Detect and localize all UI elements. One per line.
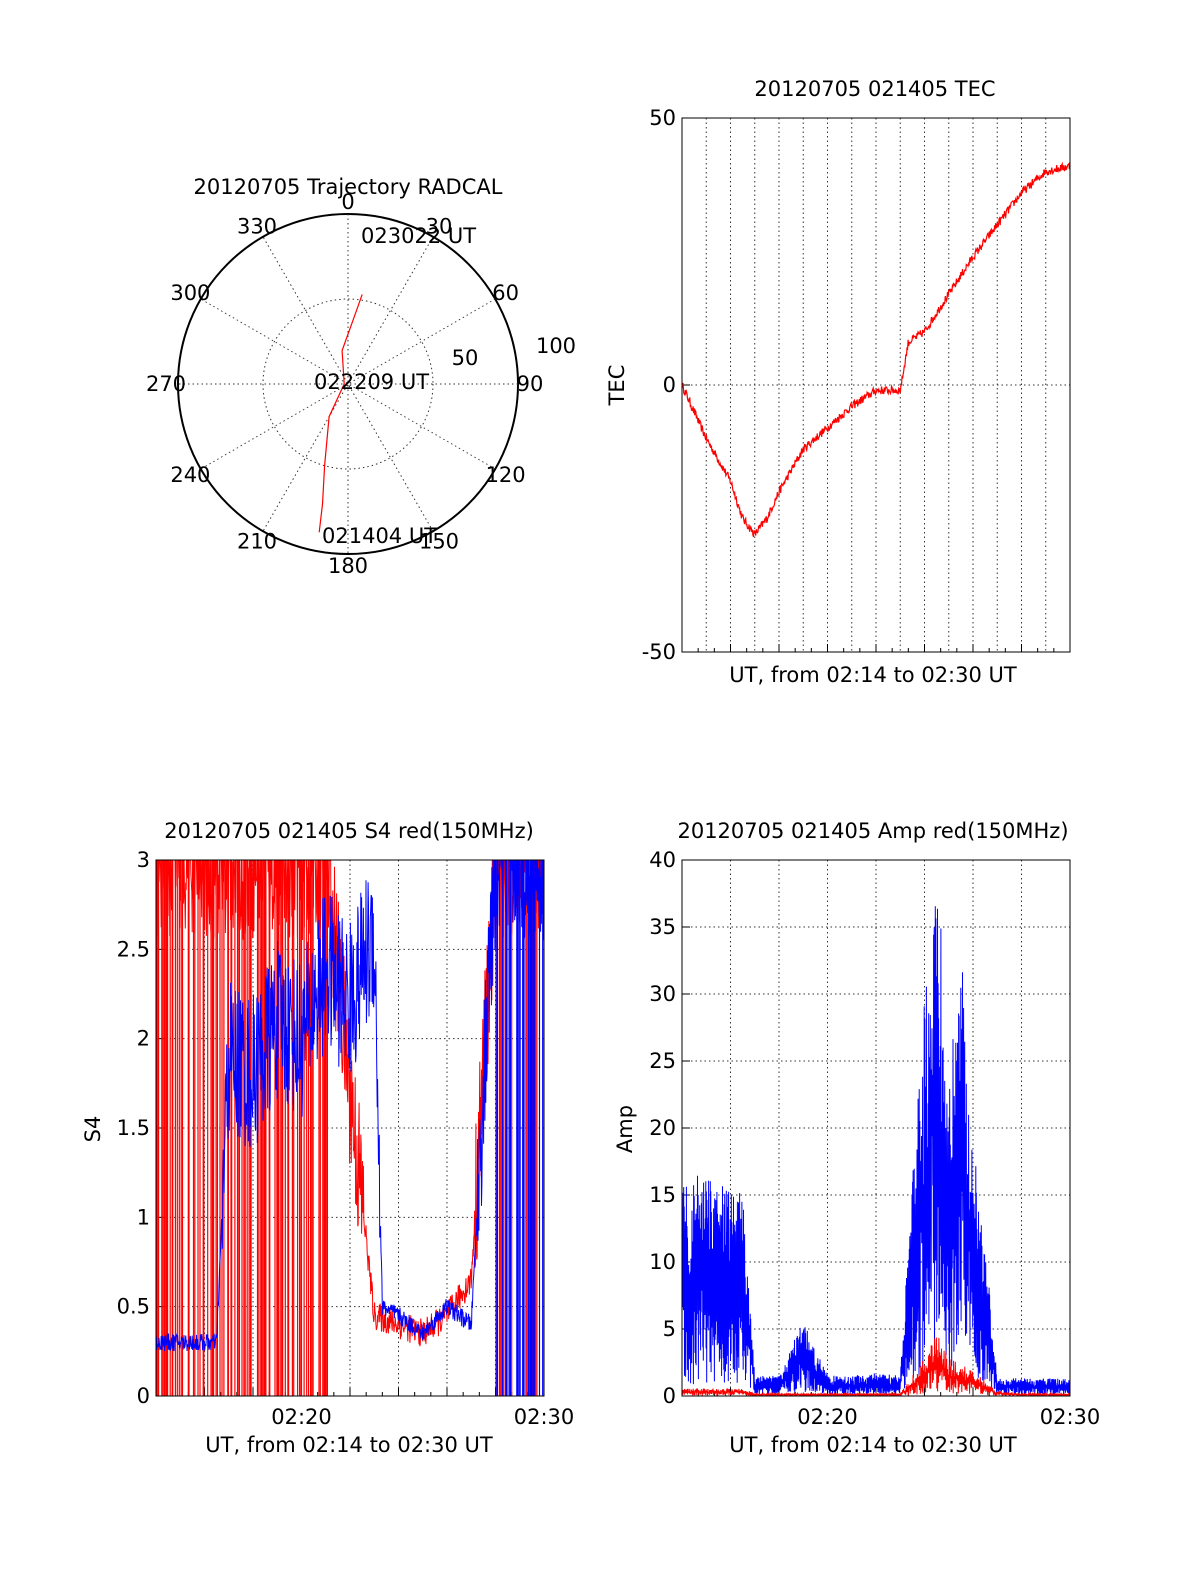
- amp-title: 20120705 021405 Amp red(150MHz): [677, 819, 1068, 843]
- polar-azimuth-label: 0: [341, 190, 354, 214]
- y-tick-label: 2: [137, 1027, 150, 1051]
- amp-blue-series: [682, 906, 1070, 1396]
- polar-title: 20120705 Trajectory RADCAL: [194, 175, 503, 199]
- y-tick-label: 0.5: [117, 1295, 150, 1319]
- polar-grid: [177, 213, 519, 555]
- tec-grid: [682, 118, 1070, 652]
- y-tick-label: 3: [137, 848, 150, 872]
- polar-azimuth-label: 330: [237, 214, 277, 238]
- y-tick-label: 5: [663, 1317, 676, 1341]
- polar-trajectory-line: [318, 294, 363, 533]
- tec-panel: 20120705 021405 TEC -50 0 50 UT, from 02:1…: [605, 77, 1071, 687]
- y-tick-label: 0: [137, 1384, 150, 1408]
- polar-azimuth-label: 90: [517, 372, 544, 396]
- y-tick-label: 1: [137, 1205, 150, 1229]
- tec-xlabel: UT, from 02:14 to 02:30 UT: [729, 663, 1017, 687]
- amp-ylabel: Amp: [613, 1105, 637, 1153]
- y-tick-label: 35: [649, 915, 676, 939]
- tec-series-line: [681, 161, 1071, 538]
- trajectory-polar-panel: 20120705 Trajectory RADCAL 0 30 60 90 120 150…: [146, 175, 576, 578]
- polar-azimuth-label: 60: [492, 281, 519, 305]
- polar-annotation-start: 021404 UT: [322, 524, 437, 548]
- polar-inner-circle: [262, 298, 434, 470]
- amp-red-series: [682, 1337, 1070, 1396]
- s4-panel: 20120705 021405 S4 red(150MHz) 0 0.5 1 1.5 2…: [81, 819, 574, 1457]
- y-tick-label: 0: [663, 373, 676, 397]
- y-tick-label: 10: [649, 1250, 676, 1274]
- polar-radial-label-50: 50: [452, 346, 479, 370]
- y-tick-label: 40: [649, 848, 676, 872]
- polar-azimuth-label: 210: [237, 530, 277, 554]
- polar-azimuth-label: 180: [328, 554, 368, 578]
- polar-azimuth-label: 120: [486, 463, 526, 487]
- y-tick-label: 2.5: [117, 937, 150, 961]
- y-tick-label: 20: [649, 1116, 676, 1140]
- polar-azimuth-label: 150: [419, 530, 459, 554]
- tec-plot-frame: [681, 117, 1071, 653]
- y-tick-label: 0: [663, 1384, 676, 1408]
- x-tick-label: 02:20: [271, 1405, 332, 1429]
- polar-radial-label-100: 100: [536, 334, 576, 358]
- y-tick-label: 50: [649, 106, 676, 130]
- s4-title: 20120705 021405 S4 red(150MHz): [164, 819, 534, 843]
- s4-tick-labels: 0 0.5 1 1.5 2 2.5 3 02:20 02:30: [117, 848, 575, 1429]
- tec-ylabel: TEC: [605, 365, 629, 407]
- polar-annotation-mid: 022209 UT: [314, 370, 429, 394]
- y-tick-label: 1.5: [117, 1116, 150, 1140]
- s4-blue-series: [156, 860, 544, 1352]
- x-tick-label: 02:30: [514, 1405, 575, 1429]
- s4-plot-frame: [155, 859, 545, 1397]
- s4-ylabel: S4: [81, 1116, 105, 1143]
- amp-plot-frame: [681, 859, 1071, 1397]
- x-tick-label: 02:20: [797, 1405, 858, 1429]
- y-tick-label: 30: [649, 982, 676, 1006]
- s4-xlabel: UT, from 02:14 to 02:30 UT: [205, 1433, 493, 1457]
- s4-blue-spikes: [495, 860, 544, 1396]
- amp-panel: 20120705 021405 Amp red(150MHz) 0 5 10 15 20…: [613, 819, 1100, 1457]
- x-tick-label: 02:30: [1040, 1405, 1101, 1429]
- polar-azimuth-label: 30: [426, 214, 453, 238]
- y-tick-label: 15: [649, 1183, 676, 1207]
- tec-title: 20120705 021405 TEC: [754, 77, 995, 101]
- polar-azimuth-label: 270: [146, 372, 186, 396]
- amp-tick-labels: 0 5 10 15 20 25 30 35 40 02:20 02:30: [649, 848, 1100, 1429]
- polar-azimuth-label: 240: [170, 463, 210, 487]
- y-tick-label: -50: [642, 640, 676, 664]
- polar-azimuth-labels: 0 30 60 90 120 150 180 210 240 270 300 330: [146, 190, 543, 578]
- polar-annotation-end: 023022 UT: [361, 224, 476, 248]
- y-tick-label: 25: [649, 1049, 676, 1073]
- polar-azimuth-label: 300: [170, 281, 210, 305]
- amp-xlabel: UT, from 02:14 to 02:30 UT: [729, 1433, 1017, 1457]
- tec-tick-labels: -50 0 50: [642, 106, 1071, 664]
